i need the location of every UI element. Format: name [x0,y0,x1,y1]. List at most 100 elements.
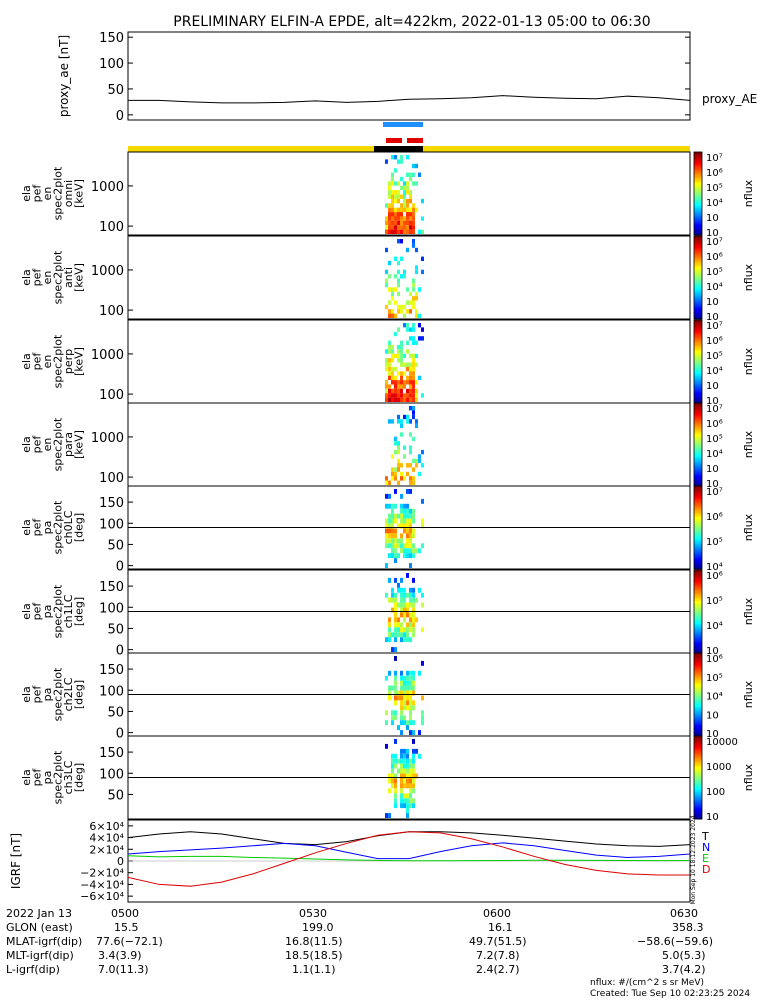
spectrogram-cell [388,494,391,499]
spectrogram-panel-ch3LC: 50 100 150 elapefpaspec2plotch3LC[deg] 10000… [20,736,755,823]
spectrogram-cell [403,720,406,725]
spectrogram-ytick-label: 0 [116,727,124,742]
spectrogram-cell [409,398,412,402]
spectrogram-ylabel-line: [deg] [73,513,86,542]
spectrogram-ytick-label: 100 [99,388,124,403]
spectrogram-cell [388,367,391,371]
spectrogram-cell [400,676,403,681]
spectrogram-cell [421,230,424,234]
spectrogram-cell [391,710,394,715]
spectrogram-cell [409,509,412,514]
spectrogram-cell [391,393,394,397]
spectrogram-cell [406,363,409,367]
spectrogram-cell [403,593,406,598]
spectrogram-cell [403,181,406,185]
spectrogram-cell [406,190,409,194]
spectrogram-cell [391,389,394,393]
spectrogram-cell [403,764,406,769]
spectrogram-cell [406,472,409,476]
colorbar-label: 10⁵ [706,267,723,278]
spectrogram-ytick-label: 150 [99,746,124,761]
spectrogram-cell [406,553,409,558]
spectrogram-cell [397,622,400,627]
spectrogram-cell [412,788,415,793]
spectrogram-cell [388,212,391,216]
spectrogram-cell [388,419,391,423]
spectrogram-cell [385,481,388,485]
spectrogram-cell [412,287,415,291]
spectrogram-cell [394,287,397,291]
spectrogram-cell [400,177,403,181]
spectrogram-cell [403,186,406,190]
spectrogram-cell [403,504,406,509]
spectrogram-cell [394,754,397,759]
spectrogram-cell [394,332,397,336]
spectrogram-ytick-label: 150 [99,496,124,511]
spectrogram-cell [406,622,409,627]
spectrogram-cell [385,504,388,509]
spectrogram-cell [394,221,397,225]
spectrogram-cell [409,384,412,388]
igrf-line-T [128,832,690,847]
spectrogram-cell [385,225,388,229]
spectrogram-cell [409,710,412,715]
spectrogram-cell [406,300,409,304]
igrf-ytick-label: −6×10⁴ [80,890,124,903]
spectrogram-cell [394,603,397,608]
spectrogram-cell [418,230,421,234]
spectrogram-cell [385,593,388,598]
spectrogram-cell [388,358,391,362]
spectrogram-cell [391,783,394,788]
spectrogram-cell [403,613,406,618]
spectrogram-cell [412,705,415,710]
spectrogram-cell [406,323,409,327]
colorbar-label: 10000 [706,737,738,748]
colorbar-label: 10⁵ [706,351,723,362]
spectrogram-cell [409,715,412,720]
elfin-summary-plot: PRELIMINARY ELFIN-A EPDE, alt=422km, 202… [0,0,775,1000]
spectrogram-cell [388,216,391,220]
spectrogram-cell [415,296,418,300]
spectrogram-cell [406,389,409,393]
spectrogram-cell [388,696,391,701]
spectrogram-ytick-label: 50 [107,538,124,553]
spectrogram-cell [409,803,412,808]
spectrogram-cell [412,327,415,331]
side-stamp: Mon Sep 10 18:12:2023 2024 [690,815,697,904]
spectrogram-cell [394,274,397,278]
spectrogram-cell [406,779,409,784]
spectrogram-cell [409,489,412,494]
spectrogram-cell [400,354,403,358]
spectrogram-cell [406,221,409,225]
spectrogram-cell [391,533,394,538]
units-footer: nflux: #/(cm^2 s sr MeV) [590,978,704,988]
spectrogram-cell [394,783,397,788]
spectrogram-cell [406,341,409,345]
spectrogram-cell [385,248,388,252]
spectrogram-cell [406,720,409,725]
spectrogram-cell [403,270,406,274]
spectrogram-cell [412,700,415,705]
igrf-legend-D: D [702,863,710,876]
colorbar-label: 10⁵ [706,434,723,445]
spectrogram-cell [400,432,403,436]
spectrogram-cell [403,705,406,710]
spectrogram-cell [415,292,418,296]
spectrogram-cell [409,686,412,691]
spectrogram-cell [400,769,403,774]
spectrogram-cell [394,656,397,661]
spectrogram-cell [412,437,415,441]
spectrogram-cell [412,578,415,583]
spectrogram-ytick-label: 100 [99,471,124,486]
spectrogram-cell [421,710,424,715]
mlt-value-3: 5.0(5.3) [662,949,706,962]
spectrogram-cell [385,389,388,393]
spectrogram-cell [394,788,397,793]
spectrogram-cell [421,627,424,632]
time-row-label: 2022 Jan 13 [6,907,72,920]
spectrogram-cell [406,696,409,701]
spectrogram-cell [409,730,412,735]
spectrogram-cell [388,398,391,402]
spectrogram-cell [406,681,409,686]
spectrogram-panel-ch1LC: 0 50 100 150 elapefpaspec2plotch1LC[deg] 10⁶ 1… [20,570,755,659]
